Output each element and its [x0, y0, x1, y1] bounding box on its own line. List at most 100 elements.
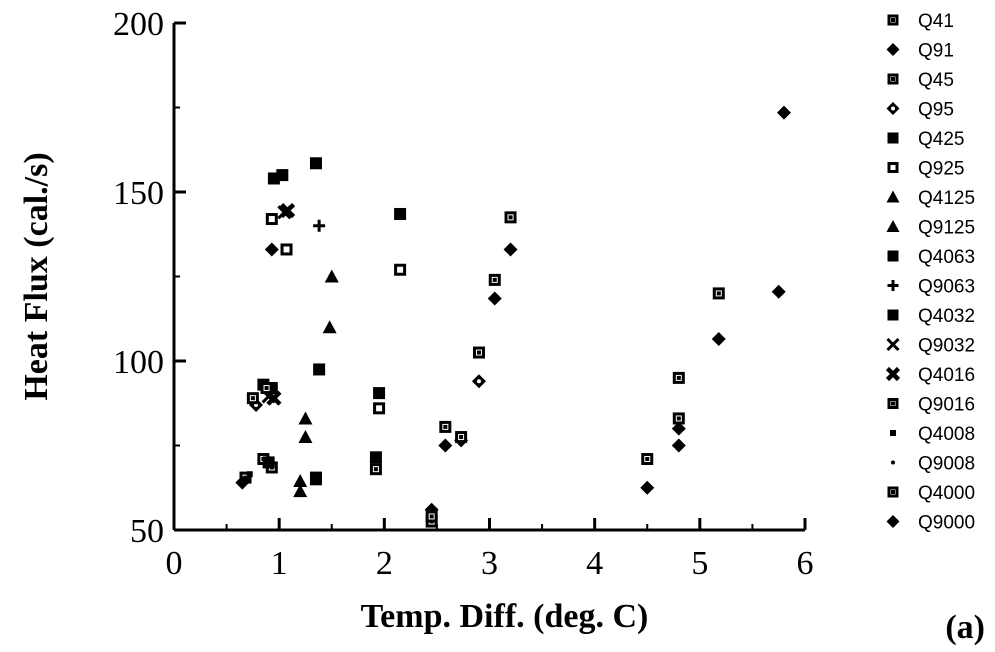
data-point — [293, 484, 308, 498]
data-point — [309, 471, 322, 484]
data-point — [641, 453, 654, 466]
legend-item: Q4032 — [887, 306, 975, 327]
marker-square — [887, 132, 899, 144]
series-q91 — [235, 242, 502, 517]
y-axis-title: Heat Flux (cal./s) — [18, 152, 55, 400]
marker-diamond — [776, 105, 791, 120]
marker-diamond — [640, 480, 655, 495]
data-point — [313, 219, 326, 232]
data-point — [369, 451, 382, 464]
marker-square-open — [373, 402, 386, 415]
marker-plus — [887, 280, 899, 291]
legend-label: Q4125 — [918, 188, 975, 209]
data-point — [322, 320, 337, 334]
legend-item: Q95 — [886, 100, 954, 121]
data-point — [264, 242, 279, 257]
legend-item: Q925 — [887, 159, 964, 180]
data-point — [262, 456, 275, 469]
series-q4016 — [266, 202, 296, 406]
marker-square — [262, 456, 275, 469]
legend-label: Q45 — [918, 70, 954, 91]
series-q925 — [265, 213, 407, 415]
marker-square — [887, 250, 899, 262]
legend-item: Q9063 — [887, 277, 975, 298]
marker-square-open — [394, 263, 407, 276]
x-tick-label: 5 — [691, 545, 708, 582]
marker-x-bold — [266, 390, 282, 406]
marker-dot — [891, 460, 895, 465]
legend-label: Q9032 — [918, 336, 975, 357]
data-point — [246, 392, 259, 405]
legend-item: Q4000 — [887, 483, 975, 504]
y-tick-label: 100 — [113, 344, 164, 381]
marker-triangle — [324, 269, 339, 283]
legend-item: Q4016 — [885, 365, 975, 386]
legend-item: Q9000 — [886, 513, 975, 534]
marker-diamond — [671, 421, 686, 436]
marker-center-dot — [645, 457, 650, 462]
marker-center-dot — [716, 291, 721, 296]
legend-label: Q4016 — [918, 365, 975, 386]
data-point — [298, 430, 313, 444]
data-point — [309, 157, 322, 170]
marker-plus — [313, 219, 326, 232]
series-q4063 — [267, 157, 322, 185]
data-point — [504, 211, 517, 224]
y-tick-label: 50 — [130, 513, 164, 550]
y-tick-label: 200 — [113, 6, 164, 43]
data-point — [246, 471, 253, 478]
legend-label: Q9016 — [918, 395, 975, 416]
legend-item: Q91 — [886, 41, 954, 62]
marker-x-bold — [279, 202, 296, 219]
marker-small-square — [246, 471, 253, 478]
y-tick-label: 150 — [113, 175, 164, 212]
data-point — [711, 332, 726, 347]
marker-triangle — [322, 320, 337, 334]
data-point — [394, 207, 407, 220]
data-point — [293, 473, 308, 487]
data-point — [712, 287, 725, 300]
data-point — [280, 243, 293, 256]
legend-item: Q9125 — [886, 218, 975, 239]
data-point — [373, 402, 386, 415]
series-q45 — [257, 346, 485, 523]
marker-center-dot — [891, 401, 895, 406]
legend-item: Q4125 — [886, 188, 975, 209]
legend-item: Q45 — [887, 70, 954, 91]
data-point — [394, 263, 407, 276]
marker-diamond — [671, 438, 686, 453]
marker-diamond — [264, 242, 279, 257]
series-q41 — [239, 273, 501, 528]
legend-item: Q4063 — [887, 247, 975, 268]
marker-diamond — [438, 438, 453, 453]
legend: Q41 Q91 Q45 Q95 Q425 Q925 Q4125 Q9125 Q4063 Q9063… — [885, 11, 975, 534]
data-point — [369, 463, 382, 476]
marker-square-open — [887, 162, 899, 173]
x-tick-label: 6 — [797, 545, 814, 582]
series-q4000 — [641, 287, 725, 466]
marker-triangle — [293, 473, 308, 487]
marker-center-dot — [264, 386, 269, 391]
marker-square — [309, 471, 322, 484]
marker-center-dot — [373, 467, 378, 472]
marker-x-bold — [885, 366, 901, 382]
data-point — [265, 213, 278, 226]
series-q9008 — [245, 477, 250, 482]
series-q9000 — [503, 105, 791, 495]
marker-diamond — [503, 242, 518, 257]
marker-x — [886, 337, 900, 352]
y-axis-ticks: 50 100 150 200 — [113, 6, 186, 550]
data-point — [671, 421, 686, 436]
marker-square — [369, 451, 382, 464]
x-tick-label: 0 — [166, 545, 183, 582]
marker-triangle — [298, 411, 313, 425]
marker-square — [373, 387, 386, 400]
data-point — [260, 382, 273, 395]
x-axis-title: Temp. Diff. (deg. C) — [361, 598, 649, 635]
x-tick-label: 1 — [271, 545, 288, 582]
data-point — [438, 438, 453, 453]
legend-item: Q9016 — [887, 395, 975, 416]
marker-square-open — [280, 243, 293, 256]
legend-item: Q41 — [887, 11, 954, 32]
